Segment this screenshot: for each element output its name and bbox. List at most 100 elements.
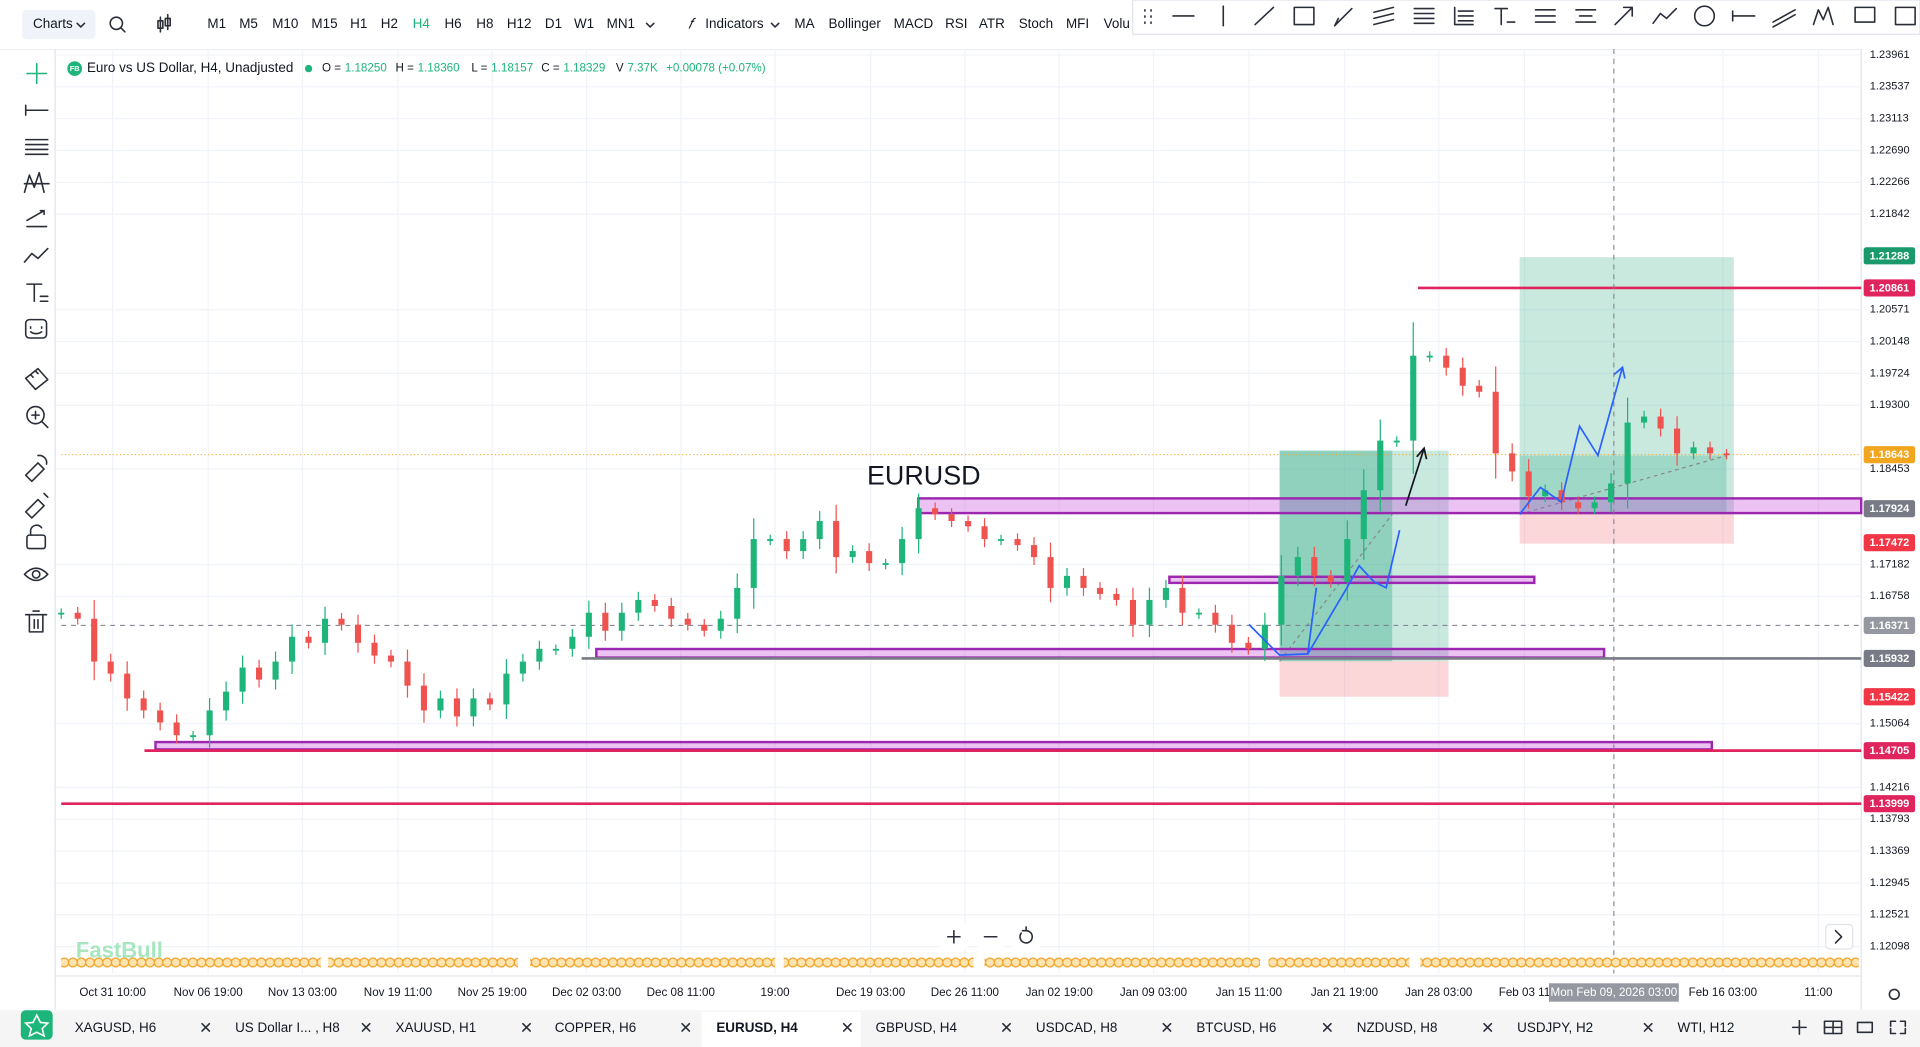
tool[interactable]: [1453, 6, 1474, 26]
indicator[interactable]: Stoch: [1019, 16, 1053, 31]
tab-label[interactable]: NZDUSD, H8: [1357, 1020, 1438, 1035]
settings[interactable]: [1888, 988, 1900, 1001]
candle-body: [338, 618, 345, 625]
charts-menu[interactable]: [22, 9, 96, 40]
timeframe[interactable]: M10: [272, 16, 298, 31]
candle-body: [305, 636, 312, 643]
tool[interactable]: [1575, 9, 1597, 23]
tool[interactable]: [1652, 7, 1678, 25]
indicator[interactable]: MACD: [894, 16, 934, 31]
tool[interactable]: [23, 247, 49, 263]
tool[interactable]: [24, 610, 48, 633]
tab-close[interactable]: [1002, 1022, 1012, 1032]
indicators-button[interactable]: Indicators: [705, 16, 764, 31]
indicator[interactable]: MFI: [1066, 16, 1089, 31]
favorites[interactable]: [20, 1010, 53, 1040]
timeframe[interactable]: H6: [444, 16, 461, 31]
tab-label[interactable]: EURUSD, H4: [716, 1020, 798, 1035]
candle-body: [684, 618, 691, 625]
timeframe[interactable]: D1: [545, 16, 562, 31]
indicator[interactable]: RSI: [945, 16, 967, 31]
timeframe[interactable]: M5: [239, 16, 258, 31]
tool[interactable]: [1693, 5, 1716, 27]
tool[interactable]: [1534, 9, 1556, 23]
scroll-right[interactable]: [1825, 923, 1854, 950]
timeframe[interactable]: M15: [311, 16, 337, 31]
tab-close[interactable]: [1162, 1022, 1172, 1032]
tool[interactable]: [1373, 6, 1395, 26]
tool[interactable]: [1854, 6, 1876, 23]
tab-label[interactable]: GBPUSD, H4: [876, 1020, 958, 1035]
tab-label[interactable]: XAUUSD, H1: [396, 1020, 477, 1035]
tab-close[interactable]: [361, 1022, 371, 1032]
reset[interactable]: [1012, 924, 1040, 950]
tab-label[interactable]: USDCAD, H8: [1036, 1020, 1117, 1035]
window[interactable]: [1856, 1021, 1874, 1034]
tool[interactable]: [1614, 6, 1634, 26]
indicator[interactable]: MA: [794, 16, 814, 31]
tool[interactable]: [1894, 6, 1916, 26]
tab-label[interactable]: COPPER, H6: [555, 1020, 637, 1035]
fullscreen[interactable]: [1889, 1020, 1907, 1035]
tool[interactable]: [26, 405, 45, 425]
timeframe[interactable]: W1: [574, 16, 594, 31]
tool[interactable]: [23, 567, 49, 582]
timeframe[interactable]: H2: [381, 16, 398, 31]
tab-close[interactable]: [522, 1022, 532, 1032]
tool[interactable]: [24, 104, 49, 116]
candle-body: [74, 612, 81, 619]
add-tab[interactable]: [1791, 1019, 1807, 1035]
tool[interactable]: [1731, 10, 1756, 22]
price-marker: [1863, 534, 1916, 552]
tab-label[interactable]: US Dollar I... , H8: [235, 1020, 340, 1035]
y-tick-label: 1.14216: [1870, 781, 1910, 793]
tab-close[interactable]: [1322, 1022, 1332, 1032]
grid: [55, 49, 1862, 974]
timeframe[interactable]: MN1: [607, 16, 635, 31]
chart-type[interactable]: [157, 13, 171, 33]
tool[interactable]: [1293, 6, 1315, 26]
tool[interactable]: [1254, 6, 1275, 26]
tab-label[interactable]: USDJPY, H2: [1517, 1020, 1593, 1035]
events: [328, 953, 518, 969]
tool[interactable]: [24, 367, 49, 391]
tab-label[interactable]: XAGUSD, H6: [75, 1020, 157, 1035]
timeframe[interactable]: H12: [507, 16, 532, 31]
candle-body: [899, 539, 906, 564]
tool[interactable]: [1772, 9, 1796, 28]
tool[interactable]: [26, 283, 49, 303]
tabs: XAGUSD, H6 US Dollar I... , H8 XAUUSD, H1 C…: [75, 1011, 1735, 1047]
candle-body: [1674, 428, 1681, 454]
tab-close[interactable]: [681, 1022, 691, 1032]
timeframe[interactable]: H8: [476, 16, 493, 31]
tool[interactable]: [26, 534, 47, 550]
timeframe[interactable]: H4: [413, 16, 431, 31]
candle-body: [585, 612, 592, 637]
indicator[interactable]: Volu: [1104, 16, 1130, 31]
tool[interactable]: [1812, 6, 1834, 26]
tool[interactable]: [26, 209, 48, 228]
tab-close[interactable]: [1643, 1022, 1653, 1032]
candle-body: [1426, 355, 1433, 358]
indicator[interactable]: ATR: [979, 16, 1005, 31]
indicator[interactable]: Bollinger: [829, 16, 882, 31]
tool[interactable]: [24, 492, 49, 519]
search[interactable]: [109, 16, 124, 31]
tab-close[interactable]: [201, 1022, 211, 1032]
tab-close[interactable]: [842, 1022, 852, 1032]
timeframe[interactable]: H1: [350, 16, 367, 31]
price-axis: 1.23961 1.23537 1.23113 1.22690 1.22266 1.218…: [1863, 49, 1916, 952]
tool[interactable]: [1413, 7, 1435, 25]
tool[interactable]: [26, 62, 48, 85]
tool[interactable]: [24, 318, 48, 339]
tab-label[interactable]: BTCUSD, H6: [1196, 1020, 1276, 1035]
tool[interactable]: [24, 138, 49, 156]
tool[interactable]: [1333, 7, 1353, 27]
tool[interactable]: [23, 171, 50, 194]
tab-close[interactable]: [1483, 1022, 1493, 1032]
tool[interactable]: [1494, 7, 1516, 26]
zone: [917, 497, 1863, 515]
tab-label[interactable]: WTI, H12: [1678, 1020, 1735, 1035]
timeframe[interactable]: M1: [207, 16, 226, 31]
tool[interactable]: [24, 454, 48, 483]
